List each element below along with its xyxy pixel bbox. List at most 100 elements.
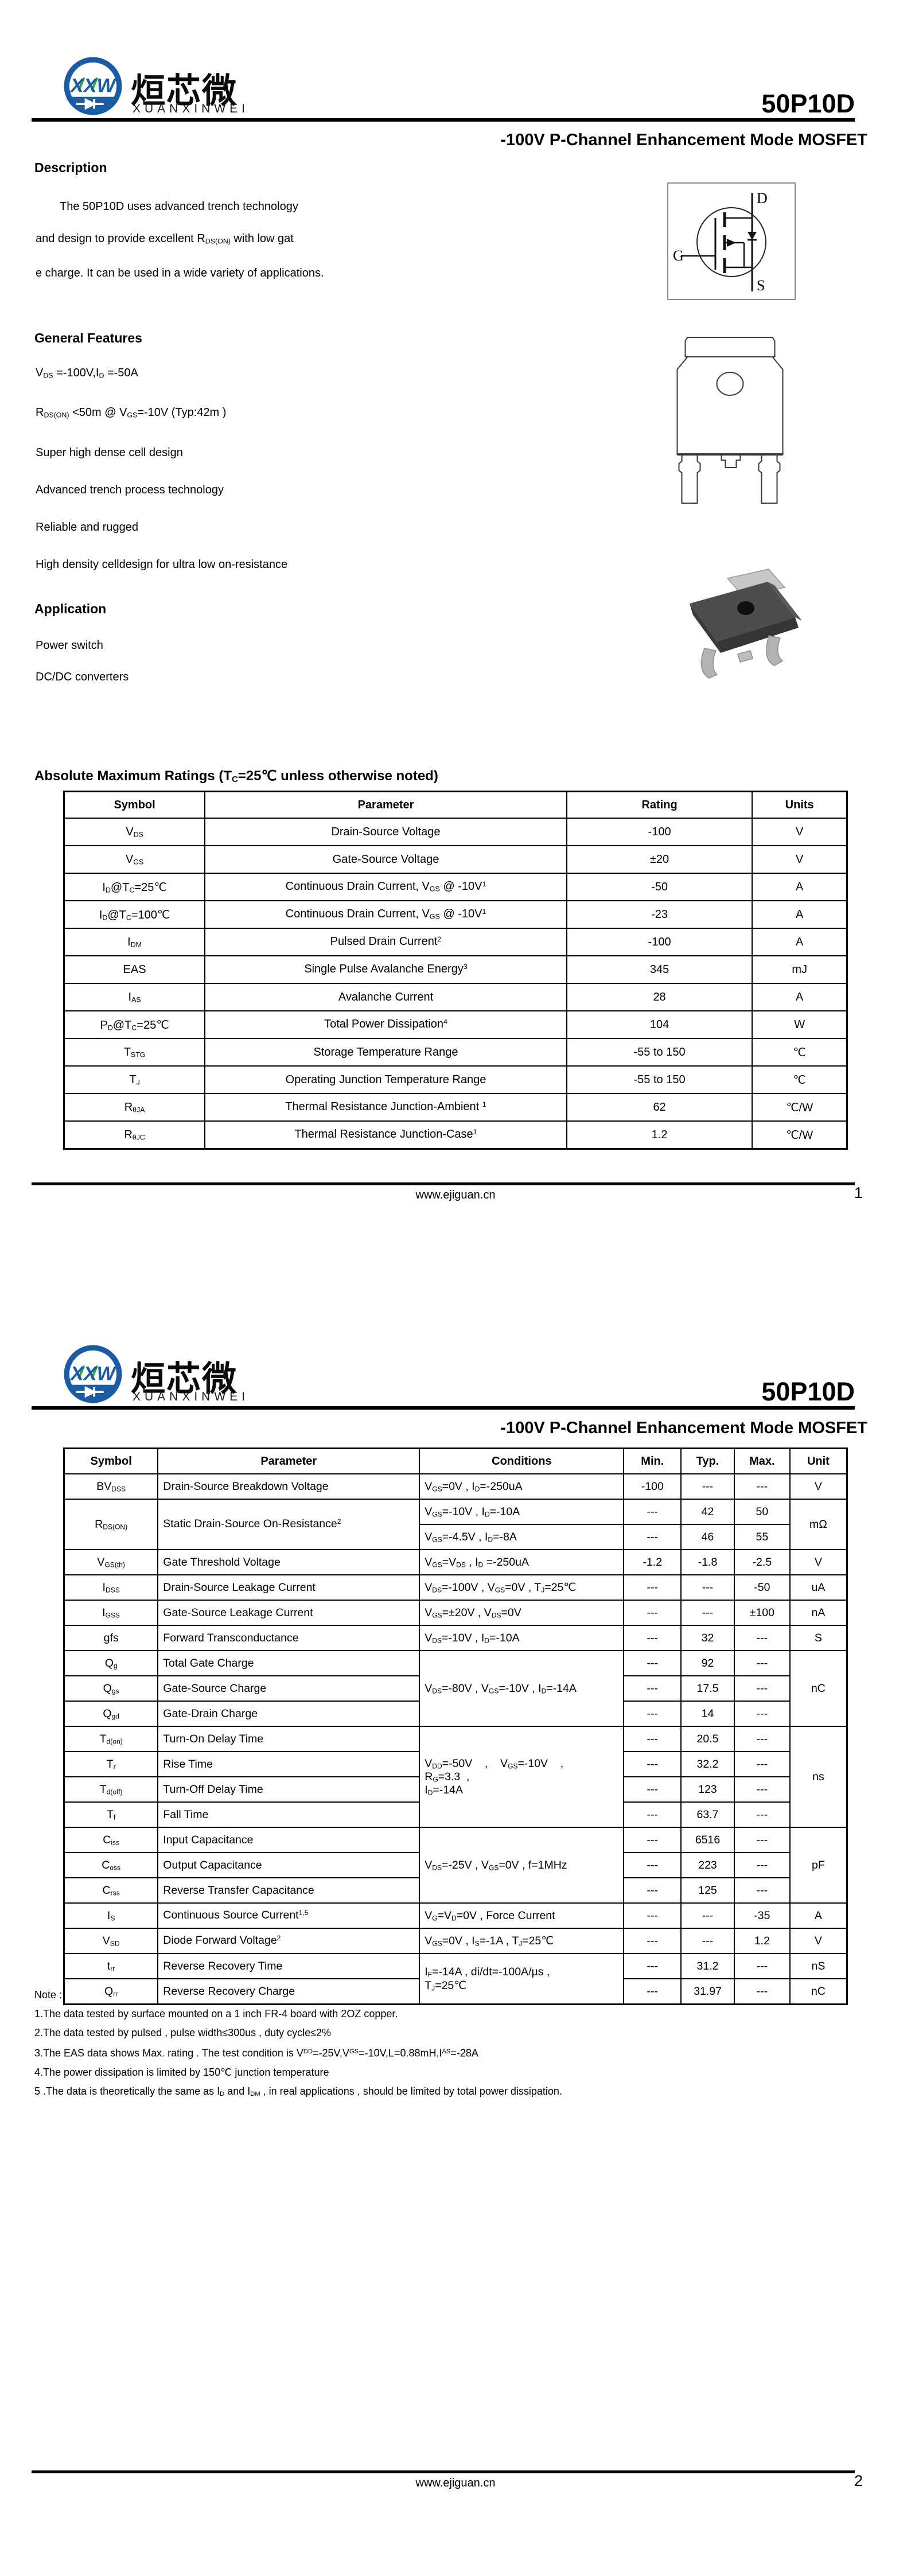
table-row: Tf Fall Time --- 63.7 --- xyxy=(63,1801,847,1828)
table-cell: -50 xyxy=(566,873,753,901)
table-cell: Gate-Source Charge xyxy=(157,1675,421,1702)
table-cell: Qrr xyxy=(63,1978,159,2005)
table-row: VDS Drain-Source Voltage -100 V xyxy=(63,818,848,846)
table-cell: 32.2 xyxy=(680,1751,735,1777)
table-cell: mΩ xyxy=(789,1499,848,1550)
table-cell: VGS=±20V , VDS=0V xyxy=(419,1600,625,1626)
electrical-characteristics-table: Symbol Parameter Conditions Min. Typ. Max. Uni… xyxy=(63,1447,848,2005)
table-cell: ℃/W xyxy=(752,1120,848,1150)
table-cell: -55 to 150 xyxy=(566,1065,753,1094)
table-cell: --- xyxy=(733,1776,791,1803)
table-cell: Continuous Source Current1,5 xyxy=(157,1902,421,1929)
table-cell: Thermal Resistance Junction-Ambient 1 xyxy=(204,1093,567,1122)
table-cell: --- xyxy=(733,1726,791,1752)
note-item: 1.The data tested by surface mounted on … xyxy=(34,2008,398,2019)
table-cell: nS xyxy=(789,1953,848,1979)
table-cell: TSTG xyxy=(63,1038,206,1067)
column-header: Parameter xyxy=(157,1447,421,1474)
table-cell: PD@TC=25℃ xyxy=(63,1010,206,1039)
table-cell: mJ xyxy=(752,955,848,984)
table-cell: Gate-Source Voltage xyxy=(204,845,567,874)
table-cell: A xyxy=(789,1902,848,1929)
table-cell: --- xyxy=(623,1625,682,1651)
table-cell: Reverse Recovery Charge xyxy=(157,1978,421,2005)
table-row: Qgd Gate-Drain Charge --- 14 --- xyxy=(63,1701,847,1727)
table-cell: Operating Junction Temperature Range xyxy=(204,1065,567,1094)
table-cell: W xyxy=(752,1010,848,1039)
brand-logo-mark: XXW xyxy=(64,57,122,115)
table-cell: -100 xyxy=(566,818,753,846)
table-cell: Diode Forward Voltage2 xyxy=(157,1928,421,1954)
table-cell: VDS=-25V , VGS=0V , f=1MHz xyxy=(419,1827,625,1904)
part-number: 50P10D xyxy=(761,1379,855,1408)
table-cell: 1.2 xyxy=(733,1928,791,1954)
diode-icon xyxy=(76,1386,104,1398)
table-cell: Avalanche Current xyxy=(204,983,567,1011)
table-cell: nC xyxy=(789,1978,848,2005)
table-cell: --- xyxy=(733,1650,791,1676)
table-cell: VGS=-10V , ID=-10A xyxy=(419,1499,625,1525)
table-cell: ℃ xyxy=(752,1065,848,1094)
table-cell: IDM xyxy=(63,928,206,956)
table-cell: 17.5 xyxy=(680,1675,735,1702)
table-row: RDS(ON) Static Drain-Source On-Resistance… xyxy=(63,1499,848,1550)
drain-label: D xyxy=(757,190,768,207)
table-cell: VSD xyxy=(63,1928,159,1954)
source-label: S xyxy=(757,277,765,294)
table-cell: Qg xyxy=(63,1650,159,1676)
page-number: 2 xyxy=(854,2472,863,2489)
package-photo-figure xyxy=(690,569,802,679)
table-cell: Crss xyxy=(63,1877,159,1904)
table-cell: Gate-Drain Charge xyxy=(157,1701,421,1727)
table-cell: Total Power Dissipation4 xyxy=(204,1010,567,1039)
table-cell: 123 xyxy=(680,1776,735,1803)
table-cell: 50 xyxy=(733,1499,791,1525)
notes: Note : 1.The data tested by surface moun… xyxy=(34,1986,838,2104)
table-cell: ID@TC=100℃ xyxy=(63,900,206,929)
column-header: Units xyxy=(752,791,848,819)
table-cell: VGS=0V , ID=-250uA xyxy=(419,1473,625,1500)
table-cell: -35 xyxy=(733,1902,791,1929)
table-row: IGSS Gate-Source Leakage Current VGS=±20V … xyxy=(63,1600,848,1626)
general-features-heading: General Features xyxy=(34,330,142,345)
gate-label: G xyxy=(673,247,684,264)
table-cell: 32 xyxy=(680,1625,735,1651)
table-cell: --- xyxy=(680,1600,735,1626)
diode-icon xyxy=(76,98,104,110)
table-cell: Pulsed Drain Current2 xyxy=(204,928,567,956)
table-cell: 104 xyxy=(566,1010,753,1039)
table-cell: Gate Threshold Voltage xyxy=(157,1549,421,1575)
table-cell: 62 xyxy=(566,1093,753,1122)
table-cell: Input Capacitance xyxy=(157,1827,421,1853)
table-cell: Output Capacitance xyxy=(157,1852,421,1878)
table-cell: --- xyxy=(623,1776,682,1803)
table-row: IS Continuous Source Current1,5 VG=VD=0V ,… xyxy=(63,1902,848,1929)
table-cell: 20.5 xyxy=(680,1726,735,1752)
general-features-list: VDS =-100V,ID =-50A RDS(ON) <50m @ VGS=-… xyxy=(36,355,609,583)
table-cell: V xyxy=(752,845,848,874)
column-header: Symbol xyxy=(63,1447,159,1474)
table-cell: trr xyxy=(63,1953,159,1979)
column-header: Conditions xyxy=(419,1447,625,1474)
table-cell: VGS xyxy=(63,845,206,874)
table-cell: Drain-Source Leakage Current xyxy=(157,1574,421,1601)
table-cell: EAS xyxy=(63,955,206,984)
table-cell: Single Pulse Avalanche Energy3 xyxy=(204,955,567,984)
column-header: Typ. xyxy=(680,1447,735,1474)
table-cell: --- xyxy=(733,1675,791,1702)
table-cell: --- xyxy=(733,1701,791,1727)
table-cell: uA xyxy=(789,1574,848,1601)
footer-url: www.ejiguan.cn xyxy=(415,2477,496,2489)
table-cell: V xyxy=(789,1549,848,1575)
table-cell: ℃ xyxy=(752,1038,848,1067)
table-cell: Ciss xyxy=(63,1827,159,1853)
table-cell: Reverse Recovery Time xyxy=(157,1953,421,1979)
table-cell: Continuous Drain Current, VGS @ -10V1 xyxy=(204,873,567,901)
table-cell: ID@TC=25℃ xyxy=(63,873,206,901)
table-cell: 92 xyxy=(680,1650,735,1676)
table-cell: gfs xyxy=(63,1625,159,1651)
table-cell: Qgs xyxy=(63,1675,159,1702)
application-list: Power switch DC/DC converters xyxy=(36,630,380,693)
feature-item: Advanced trench process technology xyxy=(36,483,224,496)
table-row: ID@TC=100℃ Continuous Drain Current, VGS … xyxy=(63,900,848,929)
